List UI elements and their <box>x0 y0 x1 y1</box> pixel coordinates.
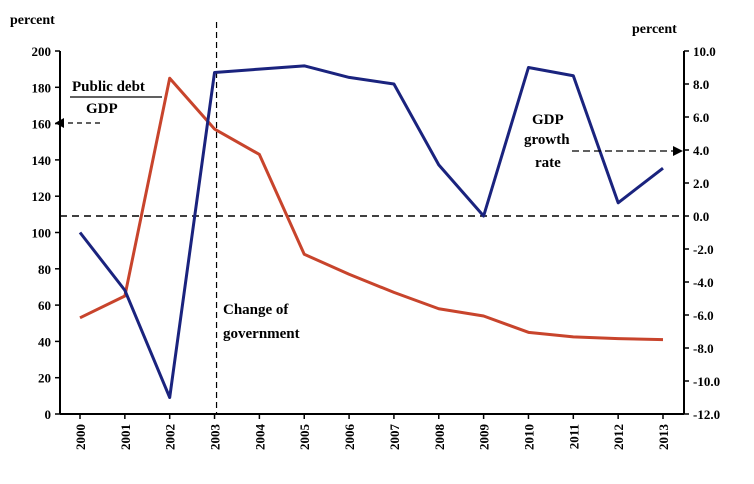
right-axis: -12.0 -10.0 -8.0 -6.0 -4.0 -2.0 0.0 2.0 4.0 6.0 8.… <box>683 44 720 422</box>
left-axis: 0 20 40 60 80 100 120 140 160 180 200 <box>32 44 61 422</box>
left-axis-tick-label: 200 <box>32 44 52 59</box>
left-axis-tick-label: 40 <box>38 334 51 349</box>
annotation-change-line2: government <box>223 326 300 342</box>
annotation-gdp-line2: growth <box>524 132 570 148</box>
left-axis-tick-label: 120 <box>32 189 52 204</box>
right-axis-tick-label: -10.0 <box>693 374 720 389</box>
x-axis-tick-label: 2003 <box>208 424 223 451</box>
right-axis-tick-label: -4.0 <box>693 275 714 290</box>
x-axis-tick-label: 2009 <box>477 423 492 450</box>
right-axis-tick-label: 4.0 <box>693 143 709 158</box>
right-axis-tick-label: 2.0 <box>693 176 709 191</box>
left-axis-tick-label: 160 <box>32 117 52 132</box>
x-axis-tick-label: 2000 <box>73 424 88 450</box>
x-axis-tick-label: 2005 <box>297 424 312 451</box>
left-axis-tick-label: 180 <box>32 80 52 95</box>
left-axis-tick-label: 0 <box>45 407 52 422</box>
x-axis-tick-label: 2006 <box>342 424 357 451</box>
x-axis-tick-label: 2001 <box>118 424 133 450</box>
x-axis-tick-label: 2008 <box>432 424 447 451</box>
right-axis-tick-label: 10.0 <box>693 44 716 59</box>
right-axis-tick-label: 6.0 <box>693 110 709 125</box>
x-axis-tick-label: 2013 <box>656 424 671 451</box>
right-axis-tick-label: -8.0 <box>693 341 714 356</box>
x-axis: 2000 2001 2002 2003 2004 2005 2006 2007 2008 2009… <box>60 413 684 451</box>
x-axis-tick-label: 2012 <box>611 424 626 450</box>
left-axis-tick-label: 100 <box>32 226 52 241</box>
annotation-gdp-growth: GDP growth rate <box>524 112 683 171</box>
annotation-change-line1: Change of <box>223 302 289 318</box>
left-axis-tick-label: 80 <box>38 262 51 277</box>
debt-arrow-head <box>55 118 64 128</box>
x-axis-tick-label: 2007 <box>387 424 402 451</box>
right-axis-tick-label: -2.0 <box>693 242 714 257</box>
right-axis-title: percent <box>632 22 677 37</box>
x-axis-tick-label: 2011 <box>566 424 581 449</box>
annotation-change-of-government: Change of government <box>223 302 300 342</box>
annotation-gdp-line1: GDP <box>532 112 564 128</box>
left-axis-tick-label: 60 <box>38 298 51 313</box>
right-axis-tick-label: 0.0 <box>693 209 709 224</box>
left-axis-tick-label: 140 <box>32 153 52 168</box>
left-axis-tick-label: 20 <box>38 371 51 386</box>
left-axis-title: percent <box>10 13 55 28</box>
public-debt-line <box>79 76 664 342</box>
gdp-arrow-head <box>673 146 683 156</box>
annotation-gdp-line3: rate <box>535 155 561 171</box>
right-axis-tick-label: 8.0 <box>693 77 709 92</box>
annotation-debt-numerator: Public debt <box>72 79 145 95</box>
right-axis-tick-label: -12.0 <box>693 407 720 422</box>
annotation-public-debt: Public debt GDP <box>55 79 162 128</box>
right-axis-tick-label: -6.0 <box>693 308 714 323</box>
gdp-growth-line <box>78 64 664 399</box>
x-axis-tick-label: 2002 <box>163 424 178 450</box>
x-axis-tick-label: 2010 <box>521 424 536 450</box>
x-axis-tick-label: 2004 <box>252 424 267 451</box>
annotation-debt-denominator: GDP <box>86 101 118 117</box>
